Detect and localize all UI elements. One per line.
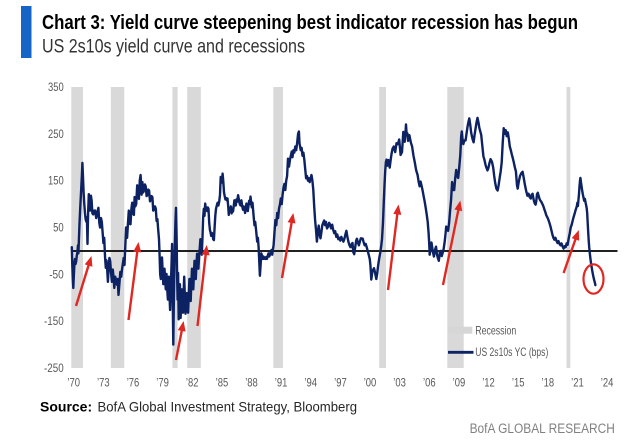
svg-text:’97: ’97 [334,375,347,389]
svg-text:150: 150 [48,174,64,188]
svg-text:’00: ’00 [364,375,377,389]
svg-text:US 2s10s YC (bps): US 2s10s YC (bps) [475,345,548,359]
svg-text:US 2s10s yield curve and reces: US 2s10s yield curve and recessions [42,37,305,58]
svg-text:Recession: Recession [475,323,516,337]
svg-text:’06: ’06 [423,375,436,389]
svg-text:’85: ’85 [216,375,229,389]
svg-text:Chart 3: Yield curve steepenin: Chart 3: Yield curve steepening best ind… [42,12,578,34]
svg-text:’76: ’76 [127,375,140,389]
svg-text:-250: -250 [44,361,64,375]
svg-text:’15: ’15 [512,375,525,389]
svg-text:’12: ’12 [482,375,495,389]
svg-text:-150: -150 [44,314,64,328]
svg-text:Source:: Source: [40,398,92,414]
svg-text:’73: ’73 [97,375,110,389]
svg-text:’88: ’88 [245,375,258,389]
svg-text:’70: ’70 [67,375,80,389]
svg-text:-50: -50 [49,267,64,281]
svg-text:’24: ’24 [601,375,614,389]
svg-text:’09: ’09 [453,375,466,389]
svg-text:’03: ’03 [393,375,406,389]
svg-text:’91: ’91 [275,375,288,389]
svg-text:BofA GLOBAL RESEARCH: BofA GLOBAL RESEARCH [470,421,615,436]
svg-text:’79: ’79 [156,375,169,389]
svg-text:’94: ’94 [304,375,317,389]
svg-text:’82: ’82 [186,375,199,389]
svg-text:50: 50 [53,221,64,235]
svg-text:250: 250 [48,127,64,141]
svg-text:’21: ’21 [571,375,584,389]
svg-text:BofA Global Investment Strateg: BofA Global Investment Strategy, Bloombe… [98,398,358,414]
svg-text:350: 350 [48,80,64,94]
svg-text:’18: ’18 [542,375,555,389]
